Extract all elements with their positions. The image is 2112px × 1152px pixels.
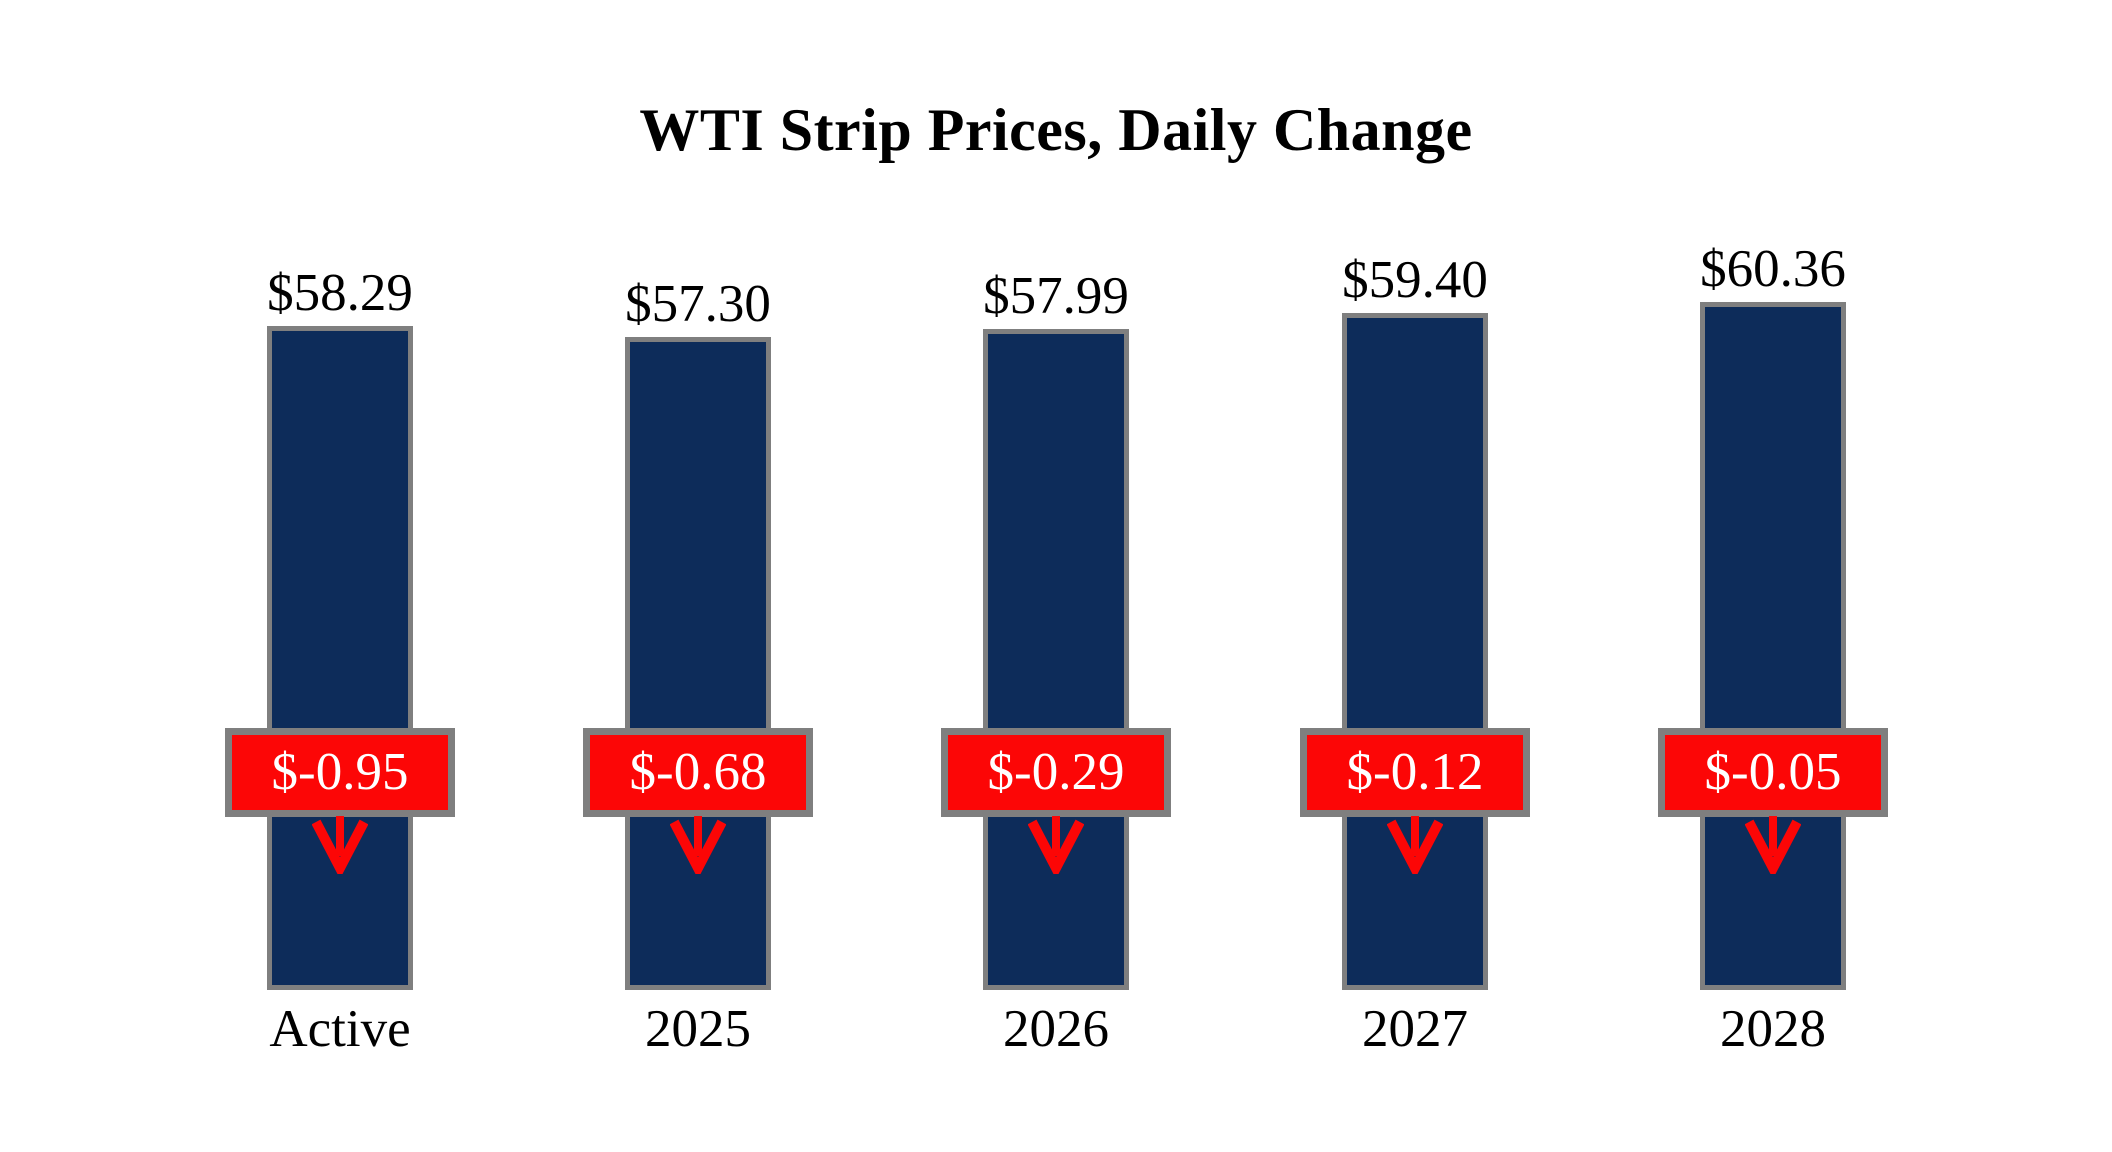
- down-arrow-icon: [1387, 816, 1443, 874]
- change-label-box: $-0.29: [941, 728, 1171, 817]
- category-label: 2028: [1720, 1000, 1826, 1058]
- change-label: $-0.05: [1704, 743, 1842, 801]
- bar-group-2025: $57.30 $-0.68 2025: [583, 0, 813, 1152]
- down-arrow-icon: [1028, 816, 1084, 874]
- category-label: 2027: [1362, 1000, 1468, 1058]
- bar-value-label: $58.29: [267, 263, 413, 322]
- change-label: $-0.12: [1346, 743, 1484, 801]
- category-label: Active: [269, 1000, 411, 1058]
- change-label-box: $-0.12: [1300, 728, 1530, 817]
- bar-group-2026: $57.99 $-0.29 2026: [941, 0, 1171, 1152]
- change-label: $-0.68: [629, 743, 767, 801]
- down-arrow-icon: [1745, 816, 1801, 874]
- bar-value-label: $60.36: [1700, 239, 1846, 298]
- category-label: 2026: [1003, 1000, 1109, 1058]
- change-label-box: $-0.68: [583, 728, 813, 817]
- chart-title: WTI Strip Prices, Daily Change: [639, 97, 1473, 163]
- bar-group-2027: $59.40 $-0.12 2027: [1300, 0, 1530, 1152]
- change-label: $-0.95: [271, 743, 409, 801]
- change-label: $-0.29: [987, 743, 1125, 801]
- bar: [983, 329, 1129, 990]
- down-arrow-icon: [670, 816, 726, 874]
- bar-value-label: $57.99: [983, 266, 1129, 325]
- bar: [1700, 302, 1846, 990]
- change-label-box: $-0.05: [1658, 728, 1888, 817]
- bar: [625, 337, 771, 990]
- bar-value-label: $57.30: [625, 274, 771, 333]
- category-label: 2025: [645, 1000, 751, 1058]
- bar-group-active: $58.29 $-0.95 Active: [225, 0, 455, 1152]
- down-arrow-icon: [312, 816, 368, 874]
- bar: [267, 326, 413, 990]
- bar-group-2028: $60.36 $-0.05 2028: [1658, 0, 1888, 1152]
- change-label-box: $-0.95: [225, 728, 455, 817]
- bar: [1342, 313, 1488, 990]
- bar-value-label: $59.40: [1342, 250, 1488, 309]
